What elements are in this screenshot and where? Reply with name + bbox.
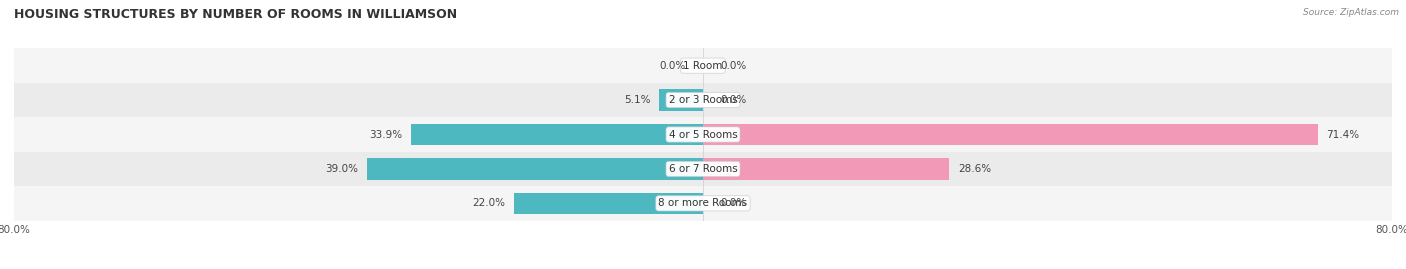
Text: Source: ZipAtlas.com: Source: ZipAtlas.com — [1303, 8, 1399, 17]
Bar — [14, 186, 1392, 221]
Bar — [14, 83, 1392, 117]
Text: 2 or 3 Rooms: 2 or 3 Rooms — [669, 95, 737, 105]
Text: 0.0%: 0.0% — [720, 198, 747, 208]
Text: 28.6%: 28.6% — [957, 164, 991, 174]
Bar — [14, 48, 1392, 83]
Text: 33.9%: 33.9% — [370, 129, 402, 140]
Text: 71.4%: 71.4% — [1326, 129, 1360, 140]
Text: 6 or 7 Rooms: 6 or 7 Rooms — [669, 164, 737, 174]
Bar — [14, 152, 1392, 186]
Text: 4 or 5 Rooms: 4 or 5 Rooms — [669, 129, 737, 140]
Bar — [14, 117, 1392, 152]
Bar — [703, 124, 1317, 145]
Text: 8 or more Rooms: 8 or more Rooms — [658, 198, 748, 208]
Text: 1 Room: 1 Room — [683, 61, 723, 71]
Text: 39.0%: 39.0% — [326, 164, 359, 174]
Bar — [367, 158, 703, 180]
Text: 5.1%: 5.1% — [624, 95, 651, 105]
Text: 0.0%: 0.0% — [659, 61, 686, 71]
Bar — [513, 193, 703, 214]
Bar — [659, 89, 703, 111]
Bar — [703, 158, 949, 180]
Text: 0.0%: 0.0% — [720, 61, 747, 71]
Text: HOUSING STRUCTURES BY NUMBER OF ROOMS IN WILLIAMSON: HOUSING STRUCTURES BY NUMBER OF ROOMS IN… — [14, 8, 457, 21]
Text: 0.0%: 0.0% — [720, 95, 747, 105]
Bar — [411, 124, 703, 145]
Text: 22.0%: 22.0% — [472, 198, 505, 208]
